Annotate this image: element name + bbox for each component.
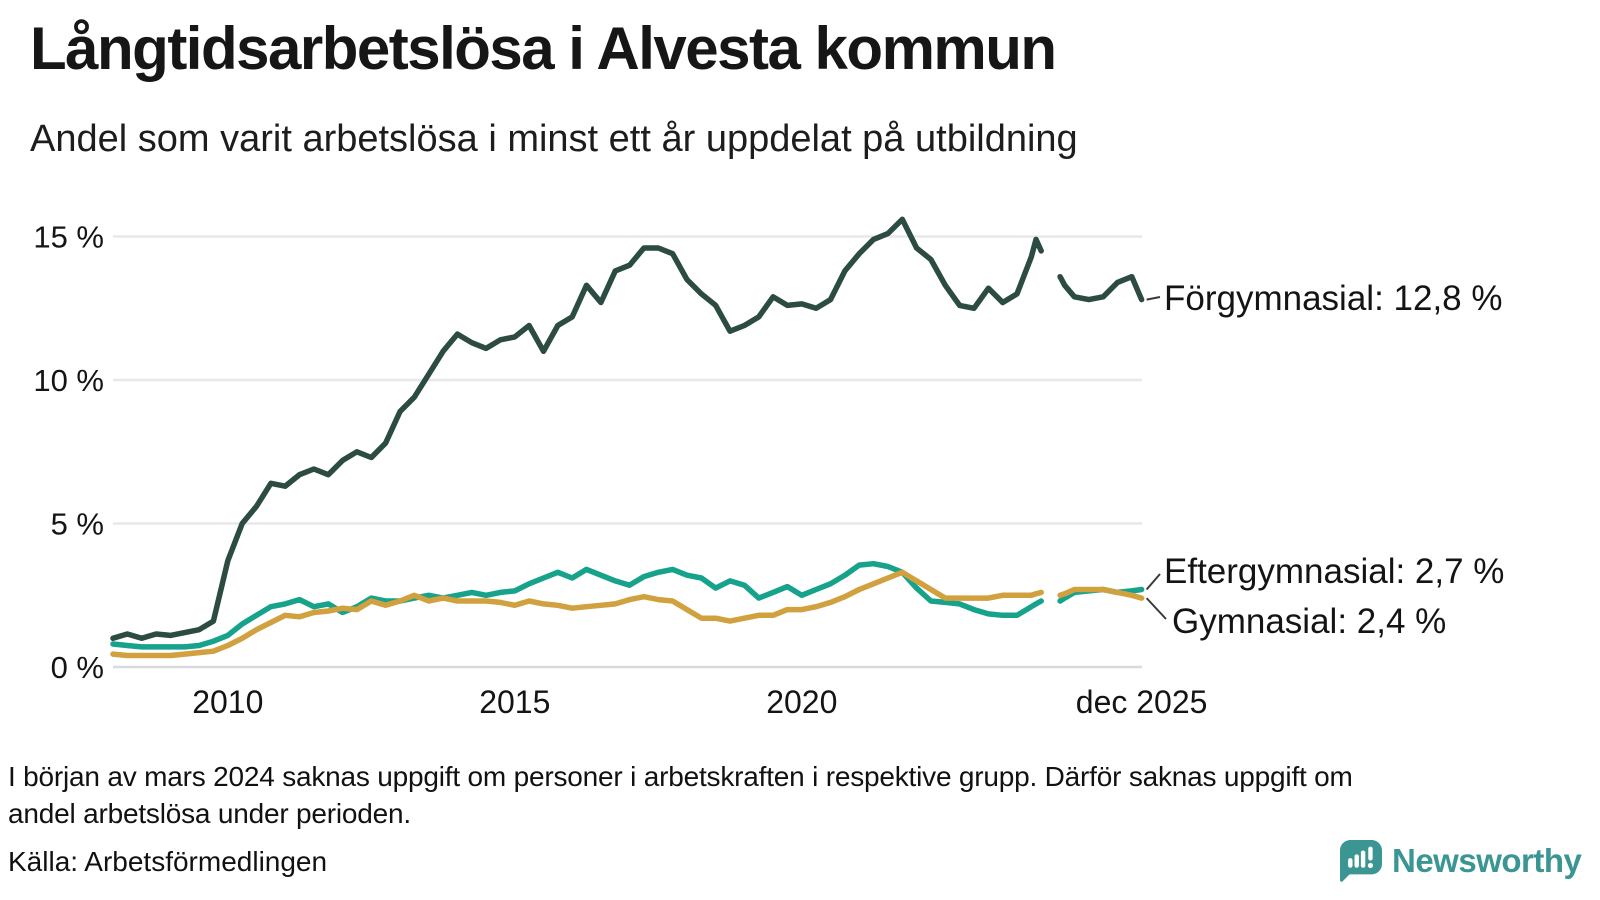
label-connector-förgymnasial bbox=[1146, 296, 1161, 301]
label-connector-eftergymnasial bbox=[1145, 573, 1161, 591]
newsworthy-wordmark: Newsworthy bbox=[1392, 842, 1582, 879]
end-label-forgymnasial: Förgymnasial: 12,8 % bbox=[1164, 279, 1503, 318]
end-label-eftergymnasial: Eftergymnasial: 2,7 % bbox=[1164, 552, 1505, 591]
source-line: Källa: Arbetsförmedlingen bbox=[8, 846, 328, 877]
footnote-line-1: I början av mars 2024 saknas uppgift om … bbox=[8, 761, 1353, 792]
x-tick-label-dec-2025: dec 2025 bbox=[1076, 684, 1208, 720]
label-connector-gymnasial bbox=[1145, 597, 1167, 620]
y-tick-label-0: 0 % bbox=[51, 650, 104, 685]
x-tick-label-2010: 2010 bbox=[192, 684, 263, 720]
chart-subtitle: Andel som varit arbetslösa i minst ett å… bbox=[30, 118, 1078, 160]
footnote: I början av mars 2024 saknas uppgift om … bbox=[8, 758, 1353, 832]
x-tick-label-2020: 2020 bbox=[766, 684, 837, 720]
page-title: Långtidsarbetslösa i Alvesta kommun bbox=[30, 15, 1057, 82]
y-tick-label-10: 10 % bbox=[33, 363, 104, 398]
footnote-line-2: andel arbetslösa under perioden. bbox=[8, 798, 412, 829]
x-tick-label-2015: 2015 bbox=[479, 684, 550, 720]
series-line-gymnasial bbox=[110, 569, 1145, 659]
end-label-gymnasial: Gymnasial: 2,4 % bbox=[1172, 602, 1447, 641]
y-tick-label-15: 15 % bbox=[33, 220, 104, 255]
y-tick-label-5: 5 % bbox=[51, 507, 104, 542]
newsworthy-bars-icon bbox=[1340, 840, 1382, 882]
newsworthy-logo[interactable]: Newsworthy bbox=[1340, 840, 1582, 882]
series-line-eftergymnasial bbox=[110, 560, 1145, 650]
series-line-förgymnasial bbox=[110, 216, 1145, 642]
